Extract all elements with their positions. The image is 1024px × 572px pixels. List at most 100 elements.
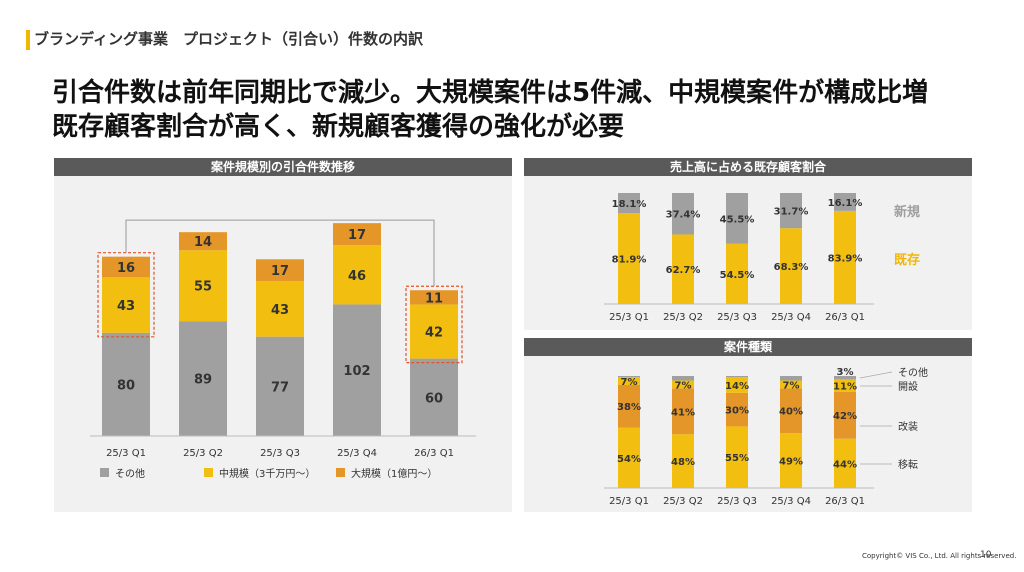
- bar-segment: [618, 427, 640, 488]
- bar-value-label: 60: [425, 391, 443, 406]
- x-tick-label: 25/3 Q4: [771, 312, 811, 323]
- bar-value-label: 7%: [783, 380, 800, 391]
- bar-value-label: 43: [271, 303, 289, 318]
- types-chart-title: 案件種類: [524, 338, 972, 356]
- legend-swatch: [336, 468, 345, 477]
- bar-value-label: 38%: [617, 402, 641, 413]
- legend-label: 開設: [898, 380, 918, 393]
- bar-segment: [780, 388, 802, 434]
- bar-segment: [726, 377, 748, 393]
- bar-segment: [726, 426, 748, 488]
- legend-leader-line: [859, 371, 893, 379]
- x-tick-label: 25/3 Q3: [717, 312, 757, 323]
- bar-value-label: 14: [194, 235, 212, 250]
- bar-segment: [102, 256, 150, 278]
- bar-value-label: 46: [348, 269, 366, 284]
- legend-swatch: [100, 468, 109, 477]
- legend-swatch: [204, 468, 213, 477]
- bar-segment: [618, 213, 640, 304]
- legend-label: その他: [898, 366, 928, 379]
- x-tick-label: 25/3 Q2: [663, 312, 703, 323]
- bar-value-label: 16.1%: [828, 198, 863, 209]
- bar-segment: [333, 304, 381, 436]
- bar-segment: [834, 210, 856, 304]
- legend-label: 改装: [898, 420, 918, 433]
- bar-segment: [179, 232, 227, 251]
- x-tick-label: 25/3 Q2: [663, 496, 703, 507]
- bar-value-label: 40%: [779, 407, 803, 418]
- bar-segment: [780, 433, 802, 488]
- headline-line-1: 引合件数は前年同期比で減少。大規模案件は5件減、中規模案件が構成比増: [52, 78, 929, 108]
- legend-label: その他: [115, 467, 145, 480]
- legend-label-existing: 既存: [894, 252, 920, 268]
- x-tick-label: 25/3 Q4: [337, 448, 377, 459]
- legend-label-new: 新規: [894, 204, 920, 220]
- bar-segment: [256, 281, 304, 337]
- bar-segment: [410, 290, 458, 305]
- bar-segment: [834, 376, 856, 380]
- comparison-connector: [125, 219, 435, 287]
- bar-value-label: 14%: [725, 381, 749, 392]
- inquiries-chart: 80 43 16 25/3 Q1 89 55 14 25/3 Q2 77 43 17 25/3 Q3 1…: [90, 219, 476, 480]
- bar-value-label: 42%: [833, 411, 857, 422]
- page-number: 10: [980, 550, 992, 560]
- existing-chart: 81.9% 18.1% 25/3 Q1 62.7% 37.4% 25/3 Q2 54.5% 4…: [604, 193, 920, 323]
- bar-segment: [834, 391, 856, 439]
- bar-value-label: 11%: [833, 382, 857, 393]
- bar-value-label: 77: [271, 380, 289, 395]
- bar-value-label: 54.5%: [720, 270, 755, 281]
- section-accent-bar: [26, 30, 30, 50]
- bar-value-label: 81.9%: [612, 255, 647, 266]
- bar-segment: [256, 336, 304, 436]
- bar-segment: [410, 304, 458, 359]
- bar-value-label: 7%: [675, 380, 692, 391]
- bar-segment: [618, 193, 640, 214]
- x-tick-label: 25/3 Q3: [260, 448, 300, 459]
- bar-value-label: 102: [343, 364, 370, 379]
- bar-value-label: 16: [117, 261, 135, 276]
- bar-segment: [102, 277, 150, 333]
- bar-segment: [410, 358, 458, 436]
- bar-value-label: 44%: [833, 459, 857, 470]
- x-tick-label: 25/3 Q2: [183, 448, 223, 459]
- bar-value-label: 55: [194, 280, 212, 295]
- copyright-text: Copyright© VIS Co., Ltd. All rights rese…: [862, 552, 1017, 560]
- bar-segment: [179, 321, 227, 436]
- bar-segment: [102, 332, 150, 436]
- bar-segment: [780, 193, 802, 229]
- bar-segment: [618, 377, 640, 385]
- x-tick-label: 26/3 Q1: [825, 312, 865, 323]
- bar-value-label: 7%: [621, 377, 638, 388]
- bar-value-label: 41%: [671, 407, 695, 418]
- bar-value-label: 48%: [671, 457, 695, 468]
- bar-segment: [780, 380, 802, 389]
- bar-segment: [672, 376, 694, 381]
- bar-value-label: 17: [271, 264, 289, 279]
- bar-value-label: 83.9%: [828, 253, 863, 264]
- bar-segment: [672, 380, 694, 389]
- legend-label: 移転: [898, 458, 918, 471]
- existing-chart-title: 売上高に占める既存顧客割合: [524, 158, 972, 176]
- x-tick-label: 26/3 Q1: [414, 448, 454, 459]
- bar-value-label: 80: [117, 378, 135, 393]
- bar-segment: [672, 234, 694, 304]
- x-tick-label: 25/3 Q1: [609, 496, 649, 507]
- bar-segment: [256, 259, 304, 282]
- bar-segment: [834, 438, 856, 488]
- bar-segment: [726, 376, 748, 378]
- bar-segment: [834, 193, 856, 211]
- bar-segment: [179, 250, 227, 322]
- x-tick-label: 25/3 Q4: [771, 496, 811, 507]
- bar-segment: [333, 223, 381, 246]
- bar-value-label: 30%: [725, 406, 749, 417]
- bar-segment: [618, 384, 640, 428]
- bar-value-label: 54%: [617, 454, 641, 465]
- bar-value-label: 17: [348, 228, 366, 243]
- inquiries-chart-title: 案件規模別の引合件数推移: [54, 158, 512, 176]
- bar-segment: [672, 434, 694, 488]
- bar-segment: [834, 379, 856, 392]
- bar-segment: [780, 376, 802, 381]
- legend-label: 大規模（1億円～）: [351, 467, 437, 480]
- bar-value-label: 55%: [725, 453, 749, 464]
- headline-line-2: 既存顧客割合が高く、新規顧客獲得の強化が必要: [52, 112, 625, 142]
